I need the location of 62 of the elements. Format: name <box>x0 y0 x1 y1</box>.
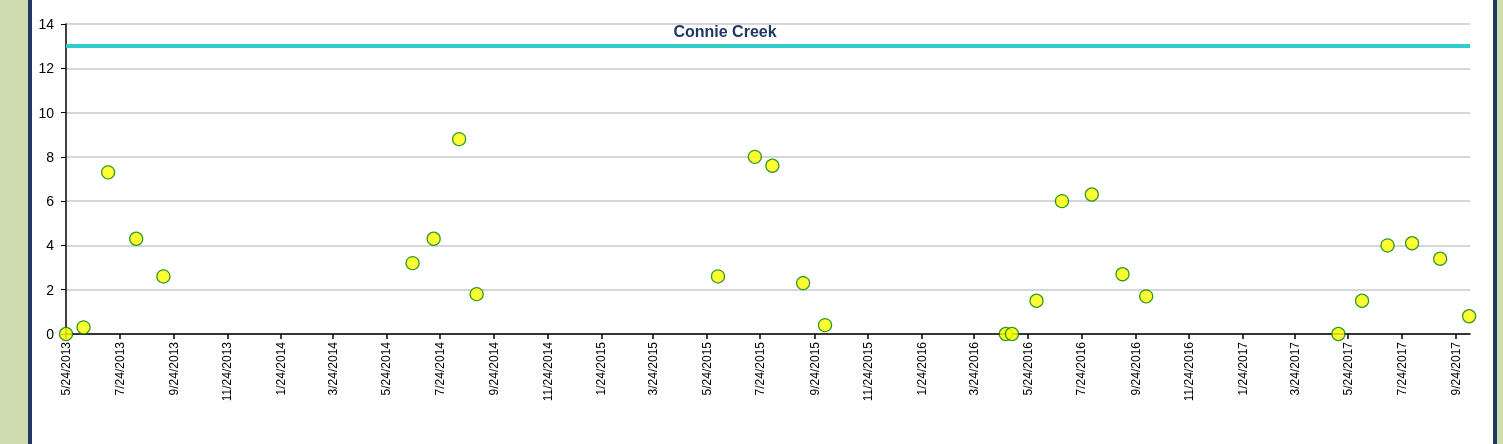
x-tick-label: 1/24/2014 <box>273 341 288 396</box>
point <box>58 326 74 342</box>
point <box>76 320 91 335</box>
x-tick-label: 7/24/2017 <box>1394 341 1409 396</box>
y-tick-label: 14 <box>38 16 55 32</box>
point <box>129 231 144 246</box>
x-tick-label: 3/24/2015 <box>646 341 661 396</box>
x-tick-label: 3/24/2017 <box>1287 341 1302 396</box>
y-tick-label: 10 <box>38 104 55 121</box>
x-tick-label: 7/24/2015 <box>753 341 768 396</box>
y-tick-label: 12 <box>38 60 55 77</box>
x-tick-label: 3/24/2014 <box>325 341 340 396</box>
x-tick-label: 7/24/2013 <box>112 341 127 396</box>
x-tick-label: 7/24/2014 <box>432 341 447 396</box>
x-tick-label: 5/24/2014 <box>379 341 394 396</box>
x-tick-label: 9/24/2016 <box>1128 341 1143 396</box>
y-tick-label: 0 <box>46 326 55 342</box>
point <box>451 132 467 147</box>
point <box>1461 309 1477 324</box>
point <box>765 158 780 173</box>
point <box>1354 293 1370 308</box>
x-tick-label: 1/24/2016 <box>914 341 929 396</box>
point <box>1433 251 1448 266</box>
point <box>795 275 811 291</box>
point <box>1380 238 1395 253</box>
point <box>1004 326 1020 342</box>
x-tick-label: 11/24/2014 <box>540 341 555 402</box>
x-tick-label: 9/24/2014 <box>487 341 502 396</box>
x-tick-label: 5/24/2013 <box>59 341 73 396</box>
point <box>405 255 420 271</box>
point <box>1331 326 1346 342</box>
x-tick-label: 11/24/2015 <box>861 341 876 402</box>
point <box>747 149 762 164</box>
x-tick-label: 9/24/2015 <box>807 341 822 396</box>
x-tick-label: 5/24/2016 <box>1020 341 1035 396</box>
point <box>817 318 833 333</box>
x-tick-label: 1/24/2015 <box>594 341 609 396</box>
point <box>469 287 484 302</box>
point <box>1054 194 1070 209</box>
x-tick-label: 5/24/2015 <box>699 341 714 396</box>
x-tick-label: 11/24/2016 <box>1182 341 1197 402</box>
point <box>1084 187 1099 202</box>
y-tick-label: 2 <box>46 281 55 298</box>
chart-title: Connie Creek <box>673 22 777 40</box>
x-tick-label: 1/24/2017 <box>1235 341 1250 396</box>
x-tick-label: 9/24/2017 <box>1448 341 1463 396</box>
x-tick-label: 3/24/2016 <box>967 341 982 396</box>
point <box>1139 289 1154 304</box>
point <box>426 231 441 246</box>
point <box>1029 293 1044 308</box>
y-tick-label: 6 <box>46 193 55 210</box>
x-tick-label: 5/24/2017 <box>1341 341 1356 396</box>
point <box>1115 267 1130 282</box>
point <box>100 165 116 180</box>
point <box>710 269 726 284</box>
y-tick-label: 4 <box>46 237 55 254</box>
x-tick-label: 9/24/2013 <box>166 341 181 396</box>
x-tick-label: 11/24/2013 <box>220 341 235 402</box>
point <box>156 269 171 284</box>
x-tick-label: 7/24/2016 <box>1074 341 1089 396</box>
y-tick-label: 8 <box>46 148 55 165</box>
point <box>1404 236 1420 251</box>
